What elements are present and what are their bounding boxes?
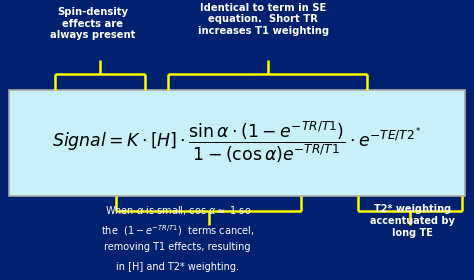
Text: When $\alpha$ is small, cos $\alpha \approx$ 1 so: When $\alpha$ is small, cos $\alpha \app… (105, 204, 251, 217)
Text: Identical to term in SE
equation.  Short TR
increases T1 weighting: Identical to term in SE equation. Short … (198, 3, 328, 36)
Text: T2* weighting
accentuated by
long TE: T2* weighting accentuated by long TE (370, 204, 455, 238)
Text: $\mathit{Signal} = K\cdot[H]\cdot\dfrac{\sin\alpha\cdot(1-e^{-TR/T1})}{1-(\cos\a: $\mathit{Signal} = K\cdot[H]\cdot\dfrac{… (52, 120, 422, 165)
Text: in [H] and T2* weighting.: in [H] and T2* weighting. (116, 262, 239, 272)
Text: removing T1 effects, resulting: removing T1 effects, resulting (104, 242, 251, 253)
Text: Spin-density
effects are
always present: Spin-density effects are always present (50, 7, 135, 40)
FancyBboxPatch shape (9, 90, 465, 196)
Text: the  $(1 - e^{-TR/T1})$  terms cancel,: the $(1 - e^{-TR/T1})$ terms cancel, (101, 223, 255, 238)
